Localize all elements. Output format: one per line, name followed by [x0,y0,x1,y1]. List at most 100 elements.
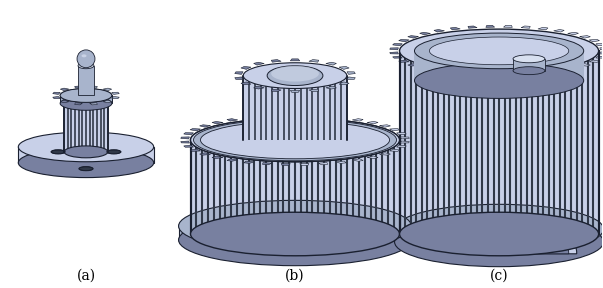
Polygon shape [52,96,60,98]
Polygon shape [567,67,578,69]
Polygon shape [212,156,223,158]
Ellipse shape [78,63,94,69]
Polygon shape [254,62,264,65]
Polygon shape [52,92,60,94]
Polygon shape [184,133,194,135]
Polygon shape [212,122,223,124]
Polygon shape [399,39,409,42]
Polygon shape [600,48,603,50]
Polygon shape [434,70,444,72]
Polygon shape [567,32,578,35]
Ellipse shape [414,63,584,98]
Polygon shape [379,125,391,127]
Polygon shape [336,161,346,163]
Ellipse shape [79,167,93,171]
Ellipse shape [178,200,411,252]
Ellipse shape [400,29,599,73]
Polygon shape [243,76,347,140]
Ellipse shape [267,66,323,86]
Polygon shape [408,64,418,66]
Polygon shape [318,115,327,117]
Polygon shape [103,88,112,91]
Polygon shape [309,60,319,62]
Polygon shape [390,128,400,131]
Polygon shape [244,161,254,163]
Wedge shape [529,234,569,254]
Polygon shape [414,51,584,81]
Polygon shape [281,115,291,116]
Polygon shape [390,52,399,54]
Polygon shape [336,117,346,119]
Polygon shape [352,159,363,161]
Ellipse shape [191,212,400,256]
Ellipse shape [191,118,400,162]
Polygon shape [393,43,402,46]
Polygon shape [513,59,545,71]
Ellipse shape [394,204,603,254]
Polygon shape [379,153,391,155]
Polygon shape [241,82,251,85]
Polygon shape [538,72,548,74]
Polygon shape [504,74,513,76]
Polygon shape [78,66,94,95]
Polygon shape [600,52,603,54]
Polygon shape [309,89,319,92]
Polygon shape [244,117,254,119]
Polygon shape [400,51,599,234]
Polygon shape [75,103,83,105]
Polygon shape [434,29,444,32]
Polygon shape [90,103,97,105]
Polygon shape [60,95,112,103]
Polygon shape [271,89,281,92]
Text: (c): (c) [490,269,508,283]
Polygon shape [589,60,599,62]
Polygon shape [339,67,349,69]
Ellipse shape [271,66,319,82]
Ellipse shape [178,214,411,266]
Polygon shape [181,137,189,139]
Ellipse shape [513,67,545,75]
Polygon shape [227,159,238,161]
Ellipse shape [400,212,599,256]
Polygon shape [64,97,108,152]
Polygon shape [200,125,210,127]
Polygon shape [596,56,603,58]
Polygon shape [393,56,402,58]
Polygon shape [521,26,530,28]
Polygon shape [554,29,564,32]
Ellipse shape [194,119,397,161]
Polygon shape [178,226,411,240]
Polygon shape [291,59,300,61]
Polygon shape [227,119,238,121]
Polygon shape [281,164,291,165]
Polygon shape [200,153,210,155]
Polygon shape [60,88,69,91]
Ellipse shape [60,96,112,110]
Polygon shape [112,92,119,94]
Ellipse shape [429,37,569,65]
Ellipse shape [191,118,400,162]
Ellipse shape [64,146,108,158]
Polygon shape [241,67,251,69]
Polygon shape [235,72,243,74]
Polygon shape [390,149,400,151]
Polygon shape [554,70,564,72]
Polygon shape [394,229,603,242]
Polygon shape [181,141,189,143]
Polygon shape [420,67,431,69]
Wedge shape [521,226,576,254]
Polygon shape [596,43,603,46]
Polygon shape [326,62,336,65]
Polygon shape [486,74,494,76]
Polygon shape [579,36,590,38]
Ellipse shape [107,150,121,154]
Polygon shape [397,133,406,135]
Polygon shape [184,145,194,147]
Text: (b): (b) [285,269,305,283]
Polygon shape [352,119,363,121]
Polygon shape [300,164,309,165]
Ellipse shape [414,33,584,69]
Polygon shape [450,27,460,30]
Polygon shape [300,115,309,116]
Polygon shape [521,73,530,76]
